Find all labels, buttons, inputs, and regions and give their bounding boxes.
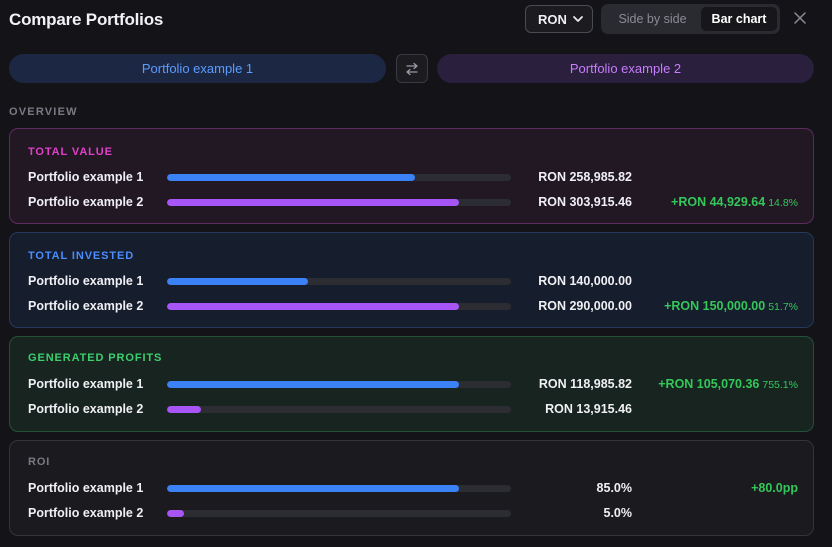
row-value: RON 290,000.00 [538,299,632,313]
bar-fill [167,303,460,310]
row-value: RON 118,985.82 [538,377,632,391]
row-value: RON 13,915.46 [545,402,632,416]
side-by-side-button[interactable]: Side by side [618,12,687,26]
difference-value: +RON 44,929.64 14.8% [671,195,798,209]
bar-fill [167,485,460,492]
row-label: Portfolio example 2 [28,402,144,416]
currency-select[interactable]: RON [525,5,593,33]
difference-amount: +RON 150,000.00 [664,299,766,313]
bar-fill [167,174,415,181]
metric-card-generated-profits: GENERATED PROFITS Portfolio example 1 RO… [9,336,814,432]
metric-title: ROI [28,456,51,468]
bar-fill [167,381,460,388]
bar-track [167,278,511,285]
metric-card-roi: ROI Portfolio example 1 85.0% +80.0pp Po… [9,440,814,536]
close-icon[interactable] [792,10,808,26]
metric-row-portfolio-1: Portfolio example 1 RON 118,985.82 +RON … [28,377,798,393]
bar-track [167,381,511,388]
row-value: RON 303,915.46 [538,195,632,209]
row-label: Portfolio example 1 [28,170,144,184]
swap-portfolios-button[interactable] [396,54,428,83]
row-value: 85.0% [596,481,632,495]
difference-value: +80.0pp [751,481,798,495]
difference-value: +RON 105,070.36 755.1% [658,377,798,391]
page-title: Compare Portfolios [9,10,164,29]
row-label: Portfolio example 1 [28,377,144,391]
bar-track [167,485,511,492]
difference-amount: +80.0pp [751,481,798,495]
bar-fill [167,278,309,285]
bar-track [167,303,511,310]
bar-track [167,406,511,413]
difference-value: +RON 150,000.00 51.7% [664,299,798,313]
bar-track [167,510,511,517]
swap-icon [406,62,418,75]
row-label: Portfolio example 1 [28,274,144,288]
difference-amount: +RON 105,070.36 [658,377,760,391]
bar-track [167,199,511,206]
view-toggle: Side by side Bar chart [601,4,780,34]
currency-select-value: RON [538,11,567,27]
metric-title: GENERATED PROFITS [28,352,163,364]
metric-row-portfolio-2: Portfolio example 2 RON 290,000.00 +RON … [28,299,798,315]
portfolio-1-selector[interactable]: Portfolio example 1 [9,54,386,83]
portfolio-2-selector[interactable]: Portfolio example 2 [437,54,814,83]
metric-card-total-value: TOTAL VALUE Portfolio example 1 RON 258,… [9,128,814,224]
metric-row-portfolio-1: Portfolio example 1 85.0% +80.0pp [28,481,798,497]
section-label: OVERVIEW [9,106,78,118]
bar-fill [167,406,202,413]
metric-row-portfolio-1: Portfolio example 1 RON 258,985.82 [28,170,798,186]
row-label: Portfolio example 2 [28,506,144,520]
metric-row-portfolio-1: Portfolio example 1 RON 140,000.00 [28,274,798,290]
metric-title: TOTAL INVESTED [28,250,135,262]
row-label: Portfolio example 2 [28,195,144,209]
chevron-down-icon [573,16,583,22]
row-value: RON 140,000.00 [538,274,632,288]
metric-title: TOTAL VALUE [28,146,113,158]
row-label: Portfolio example 1 [28,481,144,495]
row-value: RON 258,985.82 [538,170,632,184]
difference-amount: +RON 44,929.64 [671,195,766,209]
difference-percent: 51.7% [768,301,798,313]
difference-percent: 14.8% [768,197,798,209]
bar-chart-button[interactable]: Bar chart [701,7,777,31]
bar-fill [167,510,185,517]
row-value: 5.0% [603,506,633,520]
difference-percent: 755.1% [762,379,798,391]
bar-fill [167,199,460,206]
metric-row-portfolio-2: Portfolio example 2 5.0% [28,506,798,522]
metric-row-portfolio-2: Portfolio example 2 RON 13,915.46 [28,402,798,418]
metric-row-portfolio-2: Portfolio example 2 RON 303,915.46 +RON … [28,195,798,211]
bar-track [167,174,511,181]
row-label: Portfolio example 2 [28,299,144,313]
metric-card-total-invested: TOTAL INVESTED Portfolio example 1 RON 1… [9,232,814,328]
